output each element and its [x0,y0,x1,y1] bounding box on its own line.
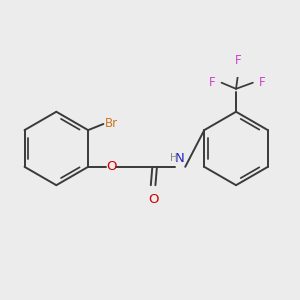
Text: O: O [106,160,116,173]
Text: F: F [235,54,242,67]
Text: N: N [175,152,185,165]
Text: F: F [259,76,266,89]
Text: F: F [209,76,215,89]
Text: O: O [148,193,158,206]
Text: Br: Br [105,118,118,130]
Text: H: H [170,153,178,163]
